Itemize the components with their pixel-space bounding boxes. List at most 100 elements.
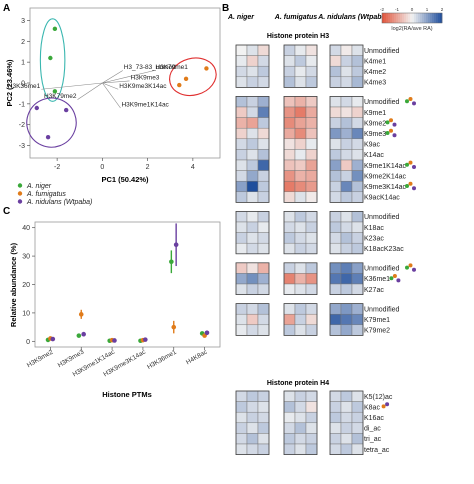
- heatmap-cell: [340, 232, 353, 244]
- heatmap-cell: [305, 211, 318, 223]
- heatmap-row-label: K79me1: [364, 317, 390, 324]
- heatmap-cell: [246, 273, 259, 285]
- heatmap-row-label: K79me2: [364, 328, 390, 335]
- heatmap-cell: [283, 191, 296, 203]
- heatmap-cell: [329, 44, 342, 56]
- heatmap-cell: [283, 55, 296, 67]
- color-scale-swatch: [418, 13, 421, 23]
- color-scale-tick: 1: [426, 7, 429, 12]
- heatmap-cell: [340, 273, 353, 285]
- heatmap-cell: [340, 55, 353, 67]
- heatmap-cell: [283, 401, 296, 413]
- heatmap-mark-niger: [385, 120, 390, 125]
- heatmap-cell: [235, 273, 248, 285]
- pca-loading-vector: [41, 82, 103, 90]
- abundance-marks: [45, 223, 210, 344]
- heatmap-cell: [235, 221, 248, 233]
- heatmap-cell: [235, 232, 248, 244]
- heatmap-cell: [351, 422, 364, 434]
- heatmap-cell: [329, 117, 342, 129]
- abundance-point: [173, 242, 179, 248]
- heatmap-cell: [257, 96, 270, 108]
- heatmap-cell: [246, 422, 259, 434]
- heatmap-row-label: K8ac: [364, 404, 380, 411]
- heatmap-mark-fumigatus: [408, 97, 413, 101]
- heatmap-cell: [305, 191, 318, 203]
- pca-point-nidulans: [45, 134, 51, 140]
- heatmap-cell: [340, 96, 353, 108]
- heatmap-cell: [283, 65, 296, 78]
- heatmap-cell: [283, 324, 296, 336]
- abundance-point: [50, 336, 56, 342]
- heatmap-row-label: K27ac: [364, 287, 384, 294]
- heatmap-row-label: K5(12)ac: [364, 394, 393, 401]
- heatmap-cell: [340, 401, 353, 413]
- color-scale-swatch: [382, 13, 385, 23]
- heatmap-cell: [340, 76, 353, 88]
- color-scale-swatch: [434, 13, 437, 23]
- heatmap-cell: [283, 411, 296, 424]
- heatmap-cell: [329, 283, 342, 295]
- pca-ytick-label: -1: [19, 101, 25, 108]
- color-scale-swatch: [404, 13, 407, 23]
- abundance-point: [112, 338, 117, 343]
- heatmap-cell: [351, 211, 364, 223]
- abundance-point: [169, 259, 174, 265]
- heatmap-mark-nidulans: [412, 186, 416, 191]
- heatmap-block-frame: [329, 262, 364, 295]
- abundance-point: [76, 333, 82, 338]
- heatmap-cell: [294, 96, 307, 108]
- pca-loading-label: H3K9me3: [131, 74, 160, 81]
- heatmap-cell: [257, 44, 270, 56]
- pca-loading-label: H3_73-83_unmod: [124, 64, 176, 71]
- heatmap-cell: [329, 401, 342, 413]
- heatmap-cell: [246, 106, 259, 118]
- heatmap-mark-niger: [405, 99, 409, 104]
- heatmap-block-frame: [329, 390, 364, 455]
- heatmap-cell: [305, 422, 318, 434]
- heatmap-cell: [257, 433, 270, 445]
- heatmap-cell: [246, 159, 259, 171]
- heatmap-cell: [283, 242, 296, 255]
- heatmap-mark-nidulans: [412, 101, 416, 106]
- heatmap-block-frame: [329, 44, 364, 88]
- heatmap-cell: [235, 55, 248, 67]
- heatmap-cell: [351, 262, 364, 274]
- heatmap-cell: [294, 76, 307, 88]
- heatmap-row-label: K14ac: [364, 152, 384, 159]
- heatmap-row-label: K9acK14ac: [364, 195, 400, 202]
- pca-point-fumigatus: [183, 76, 189, 82]
- heatmap-cell: [257, 149, 270, 161]
- heatmap-cell: [294, 159, 307, 171]
- heatmap-cell: [340, 411, 353, 424]
- heatmap-cell: [329, 170, 342, 182]
- heatmap-cell: [329, 106, 342, 118]
- heatmap-cell: [340, 149, 353, 161]
- heatmap-cell: [305, 313, 318, 326]
- heatmap-cell: [351, 96, 364, 108]
- heatmap-block-frame: [329, 303, 364, 336]
- heatmap-cell: [305, 159, 318, 171]
- heatmap-cell: [283, 221, 296, 233]
- abundance-plot: Relative abundance (%) Histone PTMs 0 10 2…: [9, 221, 221, 399]
- heatmap-cell: [340, 106, 353, 118]
- abundance-xtick-label: H4K8ac: [185, 348, 209, 366]
- heatmap-cell: [257, 422, 270, 434]
- pca-xtick-label: 4: [191, 164, 195, 171]
- color-scale-swatch: [398, 13, 401, 23]
- heatmap-cell: [246, 76, 259, 88]
- heatmap-mark-nidulans: [412, 267, 416, 272]
- heatmap-cell: [351, 303, 364, 315]
- color-scale-swatch: [400, 13, 403, 23]
- heatmap-cell: [257, 313, 270, 326]
- heatmap-mark-fumigatus: [408, 181, 413, 186]
- heatmap-cell: [246, 411, 259, 424]
- heatmap-cell: [283, 76, 296, 88]
- heatmap-cell: [283, 170, 296, 182]
- color-scale-label: log2(RA/ave RA): [391, 26, 432, 32]
- heatmap-cell: [235, 106, 248, 118]
- heatmap-cell: [329, 232, 342, 244]
- color-scale-frame: [381, 12, 443, 24]
- heatmap-cell: [329, 96, 342, 108]
- section-h3-title: Histone protein H3: [267, 33, 329, 40]
